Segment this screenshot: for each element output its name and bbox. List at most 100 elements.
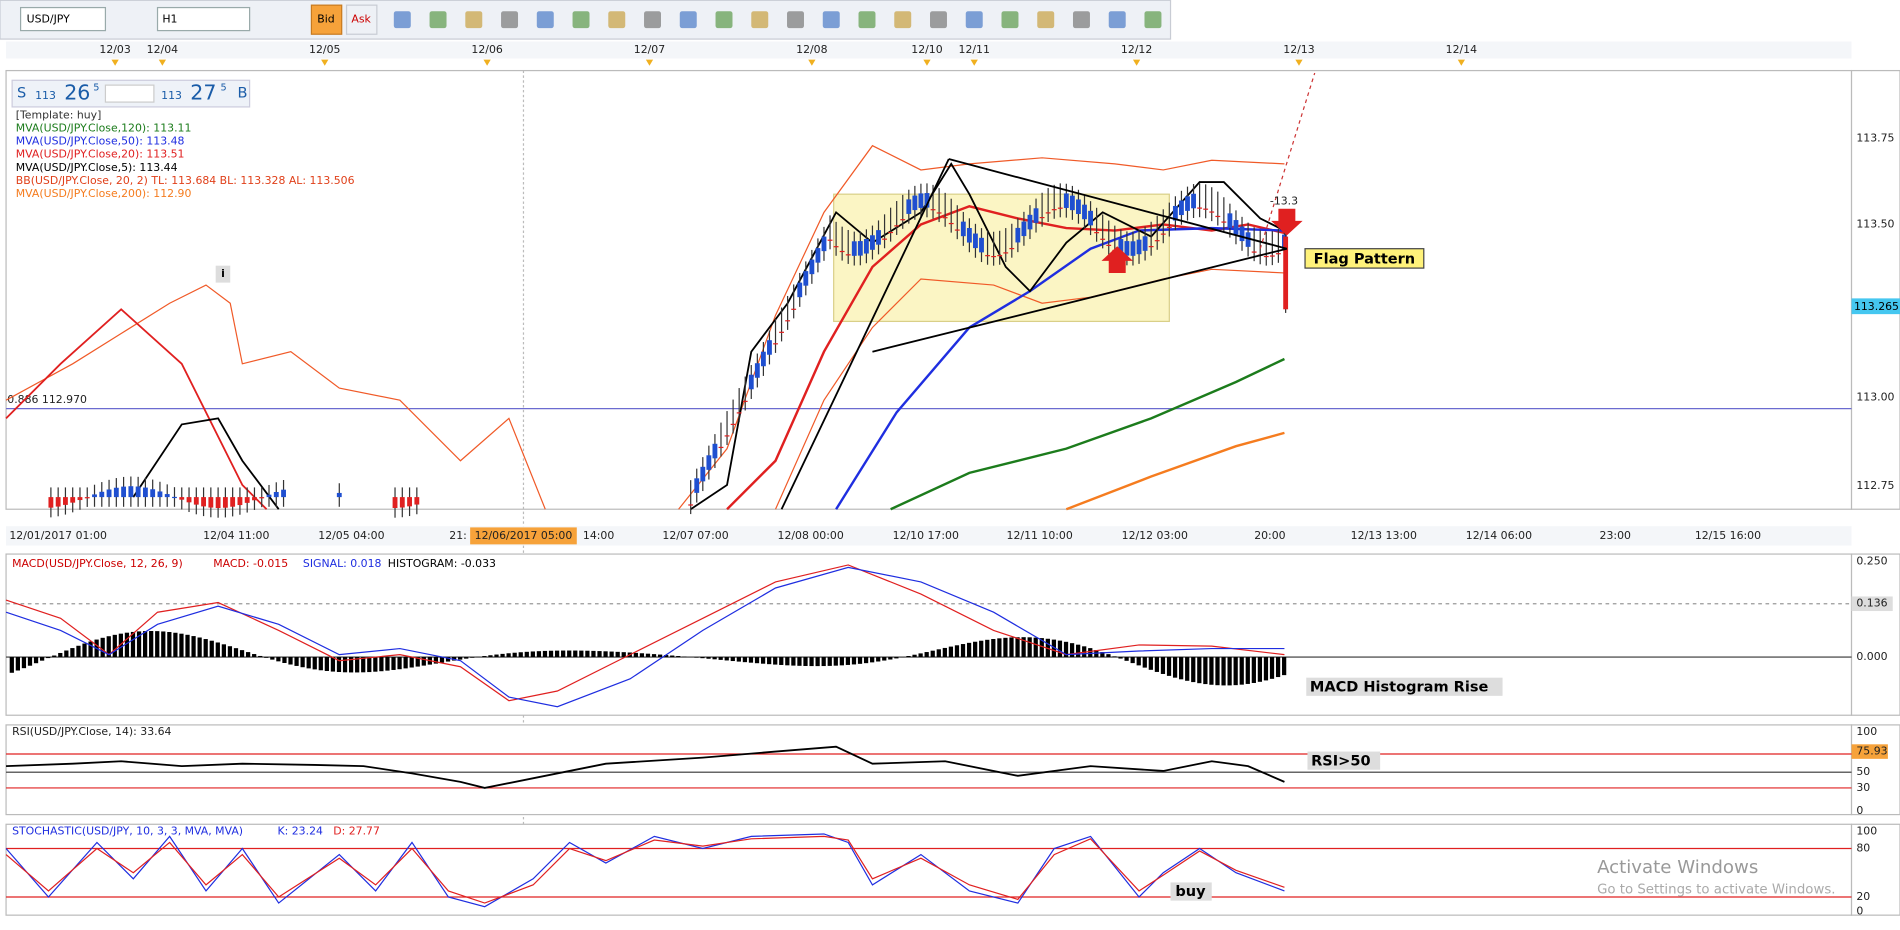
macd-value: MACD: -0.015	[213, 557, 288, 570]
candle	[1233, 220, 1239, 235]
ask-label[interactable]: Ask	[351, 13, 371, 26]
candle	[985, 255, 990, 257]
tool-icon[interactable]	[465, 11, 483, 29]
tool-icon[interactable]	[894, 11, 912, 29]
histogram-bar	[494, 654, 499, 658]
candle	[1027, 214, 1033, 230]
tool-icon[interactable]	[822, 11, 840, 29]
candle	[1021, 221, 1027, 237]
info-label[interactable]: i	[221, 267, 225, 280]
candle	[1130, 241, 1136, 256]
tool-icon[interactable]	[679, 11, 697, 29]
candle	[157, 491, 163, 498]
candle	[113, 487, 119, 498]
lot-input[interactable]	[104, 84, 155, 103]
tool-icon[interactable]	[572, 11, 590, 29]
candle	[948, 222, 954, 225]
bid-label[interactable]: Bid	[317, 13, 334, 26]
tool-icon[interactable]	[1144, 11, 1162, 29]
candle	[863, 238, 869, 254]
candle	[718, 446, 724, 449]
candle	[1215, 215, 1221, 218]
histogram-bar	[439, 657, 445, 663]
date-marker	[970, 59, 978, 66]
stoch-note: buy	[1175, 884, 1206, 900]
ask-button[interactable]	[345, 4, 378, 35]
tool-icon[interactable]	[608, 11, 626, 29]
histogram-bar	[76, 645, 81, 658]
histogram-bar	[1203, 657, 1208, 685]
tool-icon[interactable]	[536, 11, 554, 29]
histogram-bar	[191, 636, 196, 658]
histogram-bar	[615, 651, 620, 658]
tool-icon[interactable]	[1072, 11, 1090, 29]
histogram-bar	[1233, 657, 1238, 686]
timeframe[interactable]: H1	[162, 13, 177, 26]
histogram-bar	[1057, 640, 1063, 658]
histogram-bar	[155, 631, 160, 658]
histogram-bar	[1197, 657, 1202, 684]
histogram-bar	[773, 657, 778, 665]
candle	[1124, 241, 1130, 256]
histogram-bar	[100, 637, 105, 658]
candle	[1275, 253, 1281, 255]
histogram-bar	[324, 657, 329, 671]
symbol[interactable]: USD/JPY	[27, 13, 70, 26]
tool-icon[interactable]	[1001, 11, 1019, 29]
candle	[942, 217, 948, 219]
candle	[730, 423, 736, 426]
histogram-bar	[221, 644, 226, 658]
watermark-subtitle: Go to Settings to activate Windows.	[1597, 883, 1835, 898]
tool-icon[interactable]	[429, 11, 447, 29]
candle	[936, 212, 942, 214]
histogram-bar	[809, 657, 814, 667]
histogram-bar	[694, 657, 699, 658]
histogram-bar	[1172, 657, 1178, 678]
histogram-bar	[960, 644, 966, 658]
top-date: 12/06	[471, 43, 502, 56]
date-marker	[1132, 59, 1141, 66]
tool-icon[interactable]	[393, 11, 411, 29]
histogram-bar	[445, 657, 451, 662]
tool-icon[interactable]	[751, 11, 769, 29]
mva200	[1065, 431, 1285, 511]
candle	[742, 400, 748, 402]
candle	[1269, 255, 1275, 257]
histogram-bar	[70, 648, 75, 658]
tool-icon[interactable]	[787, 11, 804, 29]
tool-icon[interactable]	[1037, 11, 1055, 29]
candle	[845, 254, 851, 256]
histogram-bar	[258, 655, 263, 658]
histogram-bar	[760, 657, 766, 664]
tool-icon[interactable]	[501, 11, 519, 29]
histogram-bar	[1088, 648, 1093, 658]
candle	[748, 374, 754, 390]
buy-big: 113	[161, 89, 182, 102]
candle	[414, 497, 420, 505]
time-tick: 12/13 13:00	[1351, 529, 1417, 542]
candle	[48, 497, 54, 508]
histogram-bar	[1106, 654, 1111, 658]
tool-icon[interactable]	[858, 11, 876, 29]
tool-icon[interactable]	[930, 11, 947, 29]
candle	[1283, 236, 1289, 310]
tool-icon[interactable]	[644, 11, 662, 29]
tool-icon[interactable]	[965, 11, 983, 29]
tool-icon[interactable]	[1108, 11, 1126, 29]
tool-icon[interactable]	[715, 11, 733, 29]
candle	[851, 241, 857, 256]
candle	[700, 466, 706, 482]
candle	[882, 238, 887, 240]
candle	[1045, 212, 1051, 214]
candle	[1118, 239, 1124, 254]
histogram-bar	[748, 657, 754, 663]
timeframe-select[interactable]	[156, 6, 251, 32]
date-marker	[111, 59, 119, 66]
histogram-bar	[1179, 657, 1184, 680]
histogram-bar	[827, 657, 832, 666]
histogram-bar	[876, 657, 881, 662]
candle	[150, 489, 156, 498]
info-box[interactable]	[215, 265, 231, 283]
symbol-select[interactable]	[19, 6, 107, 32]
bid-button[interactable]	[310, 4, 343, 35]
